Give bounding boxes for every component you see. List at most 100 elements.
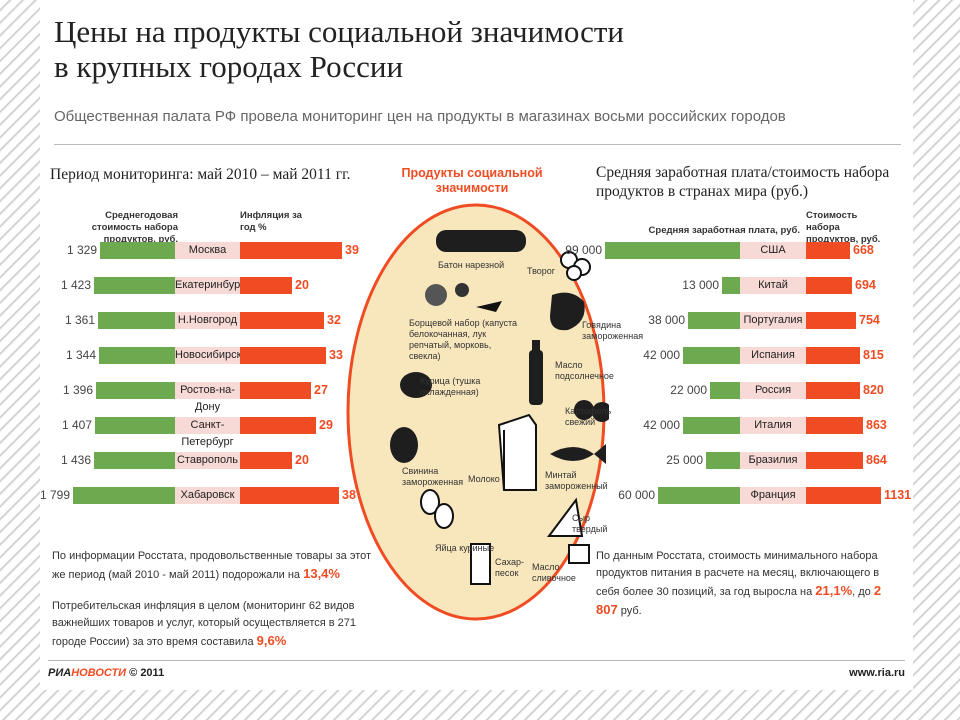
country-label: Китай [758,279,788,291]
wage-bar [710,382,740,399]
city-band [175,452,240,469]
potato-icon [574,400,609,422]
right-col2-header: Стоимость набора продуктов, руб. [806,210,881,245]
inflation-bar [240,312,324,329]
country-band [740,452,806,469]
cost-bar [98,312,175,329]
country-label: Бразилия [748,454,798,466]
country-label: США [760,244,786,256]
cost-value: 1 407 [61,418,92,432]
page-title: Цены на продукты социальной значимости в… [54,14,624,84]
city-label: Ставрополь [176,454,239,466]
basket-cost-bar [806,487,881,504]
left-note-1: По информации Росстата, продовольственны… [52,550,372,581]
label-eggs: Яйца куриные [435,543,495,553]
chicken-icon [400,372,432,398]
city-band [175,277,240,294]
country-band [740,347,806,364]
wage-value: 13 000 [682,278,719,292]
page-subtitle: Общественная палата РФ провела мониторин… [54,108,786,125]
inflation-bar [240,242,342,259]
wage-value: 42 000 [643,348,680,362]
city-band [175,417,240,434]
label-tvorog: Творог [527,266,556,276]
country-label: Россия [754,384,792,396]
inflation-value: 32 [327,313,341,327]
label-sugar: Сахар-песок [495,557,525,578]
pork-icon [390,427,418,463]
city-band [175,487,240,504]
wage-value: 25 000 [666,453,703,467]
cost-value: 1 436 [60,453,91,467]
left-note-2-value: 9,6% [256,633,287,648]
basket-cost-value: 864 [866,453,887,467]
label-oil: Масло подсолнечное [555,360,614,381]
fish-icon [550,444,606,464]
butter-icon [568,544,590,564]
cost-bar [100,242,175,259]
infographic-slide: Цены на продукты социальной значимости в… [40,0,913,690]
center-title: Продукты социальной значимости [401,166,543,195]
left-note-1-value: 13,4% [303,566,340,581]
country-band [740,242,806,259]
cost-value: 1 329 [66,243,97,257]
cost-bar [95,417,175,434]
wage-bar [688,312,740,329]
basket-cost-value: 815 [863,348,884,362]
milk-carton-icon [497,413,537,491]
right-note: По данным Росстата, стоимость минимально… [596,550,882,617]
oil-bottle-icon [529,340,543,405]
left-note-2: Потребительская инфляция в целом (монито… [52,600,357,648]
inflation-bar [240,347,326,364]
wage-bar [605,242,740,259]
inflation-bar [240,277,292,294]
country-label: Португалия [743,314,803,326]
city-label: Москва [188,244,227,256]
city-label: Ростов-на-Дону [180,384,235,413]
inflation-value: 27 [314,383,328,397]
wage-value: 60 000 [618,488,655,502]
city-label: Екатеринбург [175,279,245,291]
label-baton: Батон нарезной [438,260,505,270]
beef-icon [550,292,585,331]
left-section-title: Период мониторинга: май 2010 – май 2011 … [50,166,351,183]
label-potato: Картофель свежий [565,406,612,427]
ria-logo: РИА [48,667,72,679]
city-band [175,242,240,259]
basket-cost-value: 694 [855,278,876,292]
wage-bar [706,452,740,469]
inflation-value: 33 [329,348,343,362]
footer-url[interactable]: www.ria.ru [849,667,905,679]
country-label: Италия [754,419,792,431]
city-label: Новосибирск [175,349,242,361]
inflation-value: 20 [295,453,309,467]
label-chicken: Курица (тушка охлажденная) [420,376,481,397]
city-label: Хабаровск [180,489,235,501]
cheese-icon [547,497,584,537]
sugar-bag-icon [470,543,491,585]
wage-bar [658,487,740,504]
label-beef: Говядина замороженная [582,320,644,341]
cost-bar [94,277,175,294]
label-milk: Молоко [468,474,500,484]
country-label: Испания [751,349,795,361]
inflation-bar [240,382,311,399]
wage-bar [683,417,740,434]
basket-cost-bar [806,277,852,294]
country-band [740,417,806,434]
country-band [740,382,806,399]
bread-icon [436,230,526,252]
city-band [175,382,240,399]
inflation-bar [240,487,339,504]
wage-value: 38 000 [648,313,685,327]
basket-cost-value: 668 [853,243,874,257]
label-borsch: Борщевой набор (капуста белокочанная, лу… [409,318,518,361]
label-cheese: Сыр твердый [572,513,608,534]
footer-brand: РИАНОВОСТИ © 2011 [48,667,165,679]
cost-value: 1 423 [60,278,91,292]
left-col1-header: Среднегодовая стоимость набора продуктов… [91,210,178,245]
wage-value: 99 000 [565,243,602,257]
basket-cost-value: 863 [866,418,887,432]
cost-value: 1 361 [64,313,95,327]
label-pollock: Минтай замороженный [545,470,608,491]
